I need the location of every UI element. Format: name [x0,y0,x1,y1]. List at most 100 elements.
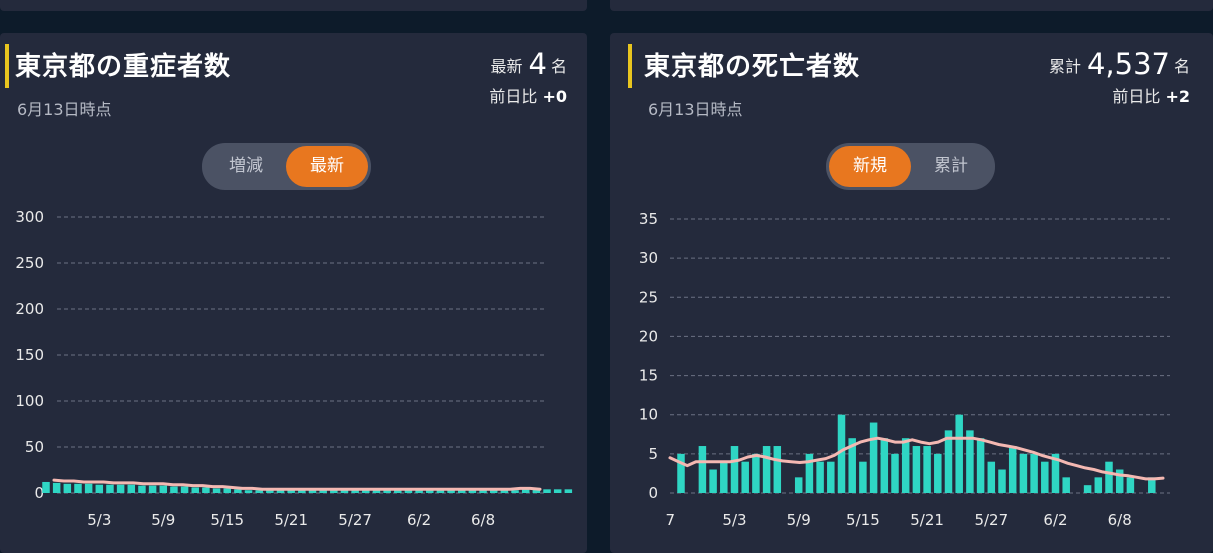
bar [869,422,878,493]
bar [532,489,541,493]
bar [138,485,146,493]
deaths-chart: 0 5 10 15 20 25 30 35 7 5/3 5/9 5/15 5/21 5/27 6/2 6/8 [639,210,1170,529]
view-toggle: 増減 最新 [202,143,371,190]
as-of-date: 6月13日時点 [648,100,743,119]
toggle-new-button[interactable]: 新規 [829,146,911,187]
bar [1008,446,1017,493]
bar [752,453,760,493]
y-tick-label: 100 [15,392,44,410]
bar [436,490,445,493]
bar [319,490,327,493]
bar [426,490,434,493]
bar [457,490,466,493]
bar [944,430,953,493]
x-tick-label: 7 [666,511,676,529]
bar [500,490,509,493]
bar [1041,461,1049,493]
x-tick-label: 5/27 [338,511,372,529]
bar [805,453,814,493]
bar [521,489,530,493]
bar [816,461,824,493]
bar [447,490,455,493]
toggle-cumulative-button[interactable]: 累計 [934,156,968,176]
bar [553,489,562,493]
stat-block: 累計 4,537 名 前日比 +2 [1049,47,1190,107]
x-tick-label: 5/21 [910,511,944,529]
severe-cases-card: 東京都の重症者数 6月13日時点 最新 4 名 前日比 +0 増減 最新 0 50 10… [0,33,587,553]
bar [372,490,381,493]
bar [934,453,942,493]
bar [955,414,963,493]
bar [773,446,782,493]
x-tick-label: 6/8 [471,511,495,529]
x-tick-label: 5/9 [151,511,175,529]
bar [794,477,803,493]
bar [891,453,899,493]
bar [170,486,178,493]
bar [276,490,285,493]
x-tick-label: 5/27 [974,511,1008,529]
bar [148,485,157,493]
bar [394,490,402,493]
x-tick-label: 5/21 [274,511,308,529]
y-tick-label: 200 [15,300,44,318]
x-tick-label: 5/3 [722,511,746,529]
bar [1126,477,1135,493]
bar [1105,461,1113,493]
stat-unit: 名 [1173,57,1190,76]
bar [159,485,168,493]
bar [127,484,136,493]
bar [923,446,931,493]
bar [42,481,50,493]
bar [976,438,985,493]
bar [489,490,498,493]
y-tick-label: 300 [15,208,44,226]
bar [677,453,685,493]
bar [362,490,370,493]
y-tick-label: 10 [639,406,658,424]
bar [404,490,413,493]
bar [298,490,306,493]
bar [330,490,338,493]
bar [730,446,739,493]
bar [1083,485,1092,493]
bar [901,438,910,493]
stat-block: 最新 4 名 前日比 +0 [489,47,567,107]
bar [287,490,295,493]
diff-value: +0 [542,87,567,106]
bar [1148,477,1156,493]
view-toggle: 新規 累計 [826,143,995,190]
bar [859,461,867,493]
deaths-card: 東京都の死亡者数 6月13日時点 累計 4,537 名 前日比 +2 新規 累計 0… [610,33,1213,553]
diff-label: 前日比 [1112,87,1161,106]
x-tick-label: 5/9 [787,511,811,529]
x-tick-label: 6/2 [407,511,431,529]
bar [1019,453,1028,493]
bar [1051,453,1060,493]
stat-value: 4,537 [1086,47,1170,81]
title-marker [5,44,9,88]
bar [180,486,189,493]
bar [234,489,242,493]
y-tick-label: 5 [648,445,658,463]
bar [255,490,263,493]
y-tick-label: 20 [639,327,658,345]
stat-value: 4 [528,47,547,81]
bar [266,490,274,493]
bar [698,446,707,493]
bar [63,483,72,493]
y-tick-label: 50 [25,438,44,456]
x-tick-label: 6/2 [1043,511,1067,529]
bar [383,490,391,493]
diff-value: +2 [1165,87,1190,106]
stat-label: 最新 [490,57,523,76]
moving-average-line [52,478,542,491]
bar [479,490,487,493]
bar [191,487,199,493]
card-title: 東京都の重症者数 [15,52,232,82]
toggle-change-button[interactable]: 増減 [229,156,263,176]
toggle-latest-button[interactable]: 最新 [286,146,368,187]
bar [1030,453,1038,493]
bar [741,461,749,493]
bar [709,469,717,493]
